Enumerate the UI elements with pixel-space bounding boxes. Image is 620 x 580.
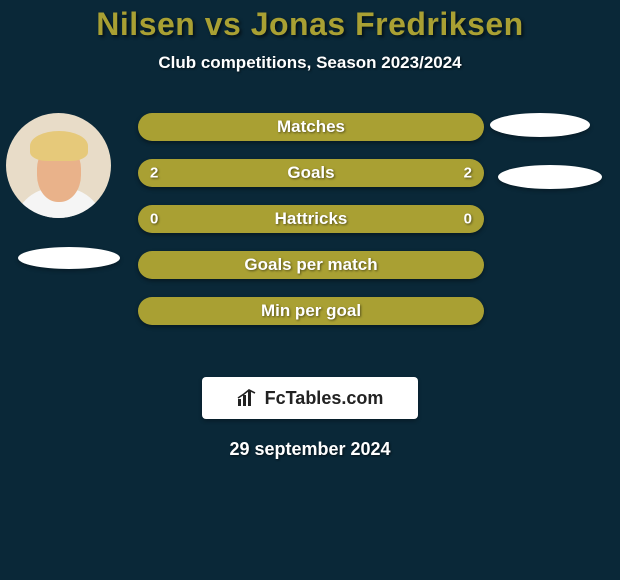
avatar-hair (30, 131, 88, 161)
stat-bar: Min per goal (138, 297, 484, 325)
stat-bar-value-left: 2 (150, 165, 158, 182)
logo-text: FcTables.com (265, 388, 384, 409)
stat-bar-label: Hattricks (275, 209, 348, 229)
player-left-name-ellipse (18, 247, 120, 269)
date-text: 29 september 2024 (0, 439, 620, 460)
stat-bar: Hattricks 0 0 (138, 205, 484, 233)
stat-bar-label: Goals per match (244, 255, 377, 275)
page-title: Nilsen vs Jonas Fredriksen (0, 6, 620, 43)
logo-box: FcTables.com (202, 377, 418, 419)
subtitle: Club competitions, Season 2023/2024 (0, 53, 620, 73)
stat-bar: Goals 2 2 (138, 159, 484, 187)
stat-bar-label: Matches (277, 117, 345, 137)
comparison-card: Nilsen vs Jonas Fredriksen Club competit… (0, 0, 620, 460)
player-right-ellipse-2 (498, 165, 602, 189)
stat-bar: Goals per match (138, 251, 484, 279)
stats-area: Matches Goals 2 2 Hattricks 0 0 Goals per match… (0, 113, 620, 373)
player-right-ellipse-1 (490, 113, 590, 137)
stat-bar-value-left: 0 (150, 211, 158, 228)
bar-chart-icon (237, 389, 259, 407)
stat-bar-value-right: 2 (464, 165, 472, 182)
stat-bar: Matches (138, 113, 484, 141)
stat-bar-label: Goals (287, 163, 334, 183)
stat-bar-label: Min per goal (261, 301, 361, 321)
player-left-avatar (6, 113, 111, 218)
stat-bars: Matches Goals 2 2 Hattricks 0 0 Goals per match… (138, 113, 484, 343)
stat-bar-value-right: 0 (464, 211, 472, 228)
